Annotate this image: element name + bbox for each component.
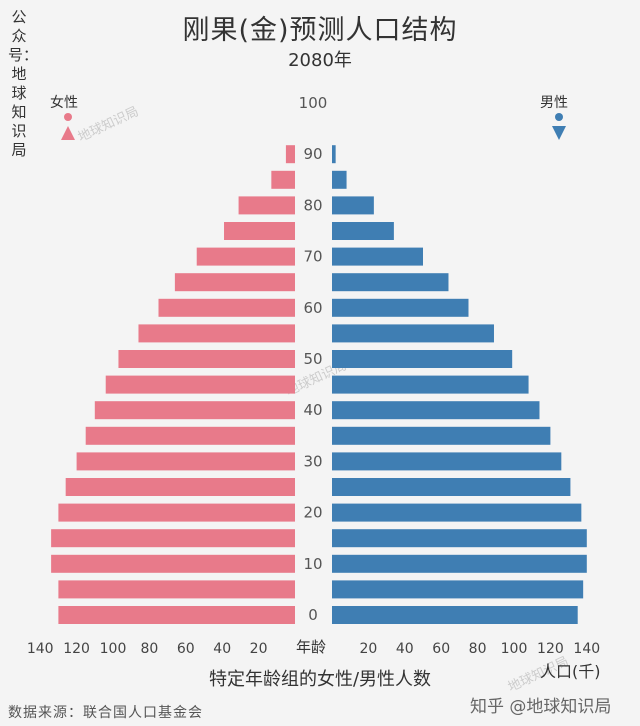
female-bars <box>51 145 296 624</box>
male-bar-5-9 <box>332 580 584 599</box>
x-axis-label: 特定年龄组的女性/男性人数 <box>208 669 432 690</box>
unit-label: 人口(千) <box>540 662 601 681</box>
male-bar-35-39 <box>332 426 551 445</box>
female-bar-55-59 <box>138 324 295 343</box>
female-bar-65-69 <box>174 273 295 292</box>
watermark-text: 地球知识局 <box>75 103 141 145</box>
age-tick-label: 20 <box>303 504 322 522</box>
age-tick-label: 50 <box>303 350 322 368</box>
age-tick-label: 90 <box>303 145 322 163</box>
chart-title: 刚果(金)预测人口结构 <box>182 15 458 46</box>
female-bar-90-94 <box>285 145 295 164</box>
female-icon <box>61 113 75 140</box>
age-tick-label: 100 <box>299 94 328 112</box>
male-bar-75-79 <box>332 222 394 240</box>
side-label: 公众号：地球知识局 <box>8 8 39 159</box>
female-bar-75-79 <box>224 222 295 240</box>
x-tick-label-right: 40 <box>396 641 414 657</box>
zhihu-credit: 知乎 @地球知识局 <box>470 697 612 717</box>
male-bars <box>332 145 587 624</box>
age-axis-title: 年龄 <box>296 638 327 656</box>
x-tick-label-right: 60 <box>432 641 450 657</box>
female-bar-50-54 <box>118 350 296 368</box>
female-bar-20-24 <box>58 503 296 522</box>
male-bar-85-89 <box>332 170 347 189</box>
x-tick-label-right: 120 <box>537 641 564 657</box>
female-bar-35-39 <box>85 426 295 445</box>
x-tick-label-left: 140 <box>27 641 54 657</box>
female-bar-0-4 <box>58 606 296 624</box>
male-bar-90-94 <box>332 145 336 164</box>
female-bar-30-34 <box>76 452 295 471</box>
x-tick-labels: 140 120 100 80 60 40 20 20 40 60 80 100 120 140 <box>27 641 600 657</box>
age-tick-label: 10 <box>303 555 322 573</box>
age-tick-label: 40 <box>303 401 322 419</box>
female-bar-40-44 <box>94 401 295 420</box>
male-bar-50-54 <box>332 350 513 368</box>
female-bar-5-9 <box>58 580 296 599</box>
age-tick-label: 0 <box>308 606 318 624</box>
male-icon <box>552 113 566 140</box>
female-bar-60-64 <box>158 298 295 317</box>
male-bar-30-34 <box>332 452 562 471</box>
x-tick-label-right: 80 <box>469 641 487 657</box>
age-tick-label: 30 <box>303 452 322 470</box>
data-source: 数据来源：联合国人口基金会 <box>8 705 203 721</box>
female-bar-15-19 <box>51 529 296 548</box>
female-bar-10-14 <box>51 554 296 573</box>
x-tick-label-left: 80 <box>140 641 158 657</box>
x-tick-label-left: 40 <box>213 641 231 657</box>
chart-subtitle: 2080年 <box>288 50 352 71</box>
male-bar-15-19 <box>332 529 587 548</box>
male-bar-65-69 <box>332 273 449 292</box>
male-bar-25-29 <box>332 478 571 496</box>
male-bar-60-64 <box>332 298 469 317</box>
female-bar-45-49 <box>105 375 295 394</box>
x-tick-label-left: 100 <box>100 641 127 657</box>
x-tick-label-right: 20 <box>359 641 377 657</box>
male-bar-40-44 <box>332 401 540 420</box>
age-tick-label: 60 <box>303 299 322 317</box>
male-bar-70-74 <box>332 247 423 266</box>
male-bar-10-14 <box>332 554 587 573</box>
x-tick-label-right: 100 <box>501 641 528 657</box>
age-tick-label: 80 <box>303 196 322 214</box>
male-legend-label: 男性 <box>540 95 568 111</box>
male-bar-20-24 <box>332 503 582 522</box>
age-tick-label: 70 <box>303 248 322 266</box>
female-bar-70-74 <box>196 247 295 266</box>
male-bar-45-49 <box>332 375 529 394</box>
male-bar-0-4 <box>332 606 578 624</box>
x-tick-label-left: 120 <box>63 641 90 657</box>
female-bar-80-84 <box>238 196 295 215</box>
female-bar-85-89 <box>271 170 295 189</box>
female-legend-label: 女性 <box>50 95 78 111</box>
male-bar-55-59 <box>332 324 494 343</box>
age-tick-labels: 0 10 20 30 40 50 60 70 80 90 100 <box>299 94 328 624</box>
female-bar-25-29 <box>65 478 296 496</box>
x-tick-label-right: 140 <box>573 641 600 657</box>
male-bar-80-84 <box>332 196 374 215</box>
x-tick-label-left: 60 <box>177 641 195 657</box>
x-tick-label-left: 20 <box>250 641 268 657</box>
